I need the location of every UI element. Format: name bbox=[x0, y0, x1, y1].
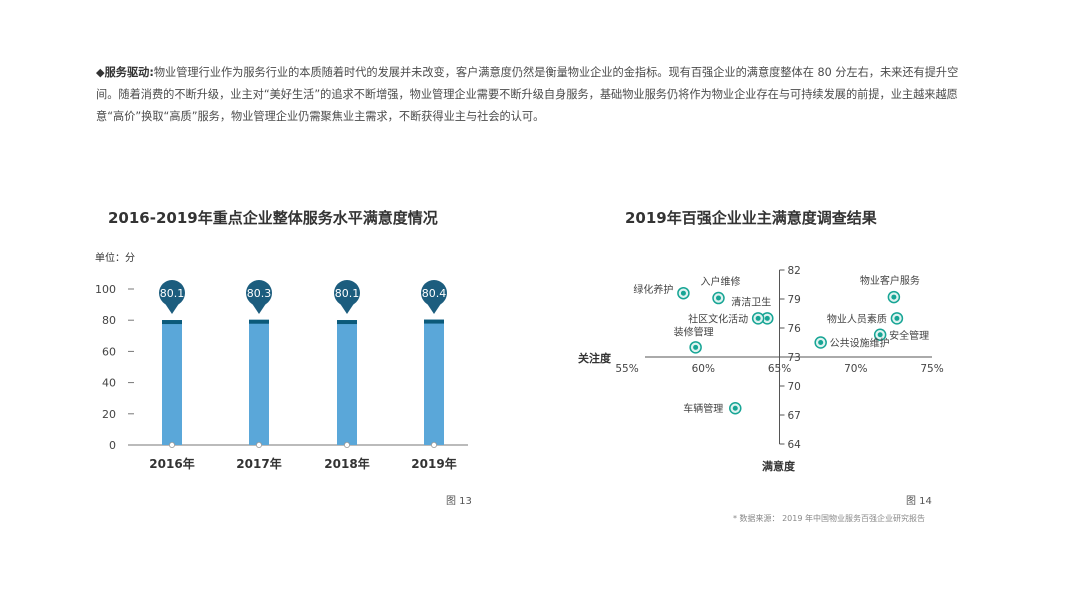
figure-14-caption: 图 14 bbox=[906, 496, 932, 507]
data-label: 80.4 bbox=[422, 287, 447, 300]
point-入户维修 bbox=[716, 295, 721, 301]
data-pin bbox=[334, 280, 360, 306]
y-tick-label: 60 bbox=[102, 345, 116, 358]
y-tick-label: 40 bbox=[102, 377, 116, 390]
point-label: 物业人员素质 bbox=[827, 312, 887, 325]
y-tick-label: 100 bbox=[95, 283, 116, 296]
bar-base-dot bbox=[255, 441, 262, 448]
bar-cap bbox=[337, 320, 357, 325]
point-label: 公共设施维护 bbox=[830, 337, 890, 350]
bar-base-dot bbox=[430, 441, 437, 448]
x-tick-label: 2016年 bbox=[149, 456, 194, 471]
bar-base-dot bbox=[168, 441, 175, 448]
y-unit-label: 单位：分 bbox=[95, 251, 135, 264]
data-label: 80.1 bbox=[335, 287, 360, 300]
x-tick-label: 2017年 bbox=[236, 456, 281, 471]
point-绿化养护 bbox=[680, 290, 686, 296]
point-label: 物业客户服务 bbox=[860, 274, 920, 287]
figure-13-caption: 图 13 bbox=[446, 496, 472, 507]
point-label: 装修管理 bbox=[674, 325, 714, 338]
y-axis-title: 满意度 bbox=[762, 459, 796, 473]
point-label: 社区文化活动 bbox=[688, 312, 748, 325]
point-label: 入户维修 bbox=[701, 275, 741, 288]
point-公共设施维护 bbox=[818, 340, 824, 345]
bar-2019年 bbox=[424, 319, 444, 445]
y-tick-label: 20 bbox=[102, 408, 116, 421]
data-label: 80.3 bbox=[247, 287, 272, 300]
x-tick-label: 60% bbox=[692, 363, 715, 375]
point-清洁卫生 bbox=[764, 315, 770, 321]
y-tick-label: 76 bbox=[788, 323, 802, 335]
paragraph-text: 物业管理行业作为服务行业的本质随着时代的发展并未改变，客户满意度仍然是衡量物业企… bbox=[96, 66, 959, 123]
point-装修管理 bbox=[693, 344, 699, 350]
y-tick-label: 73 bbox=[788, 352, 801, 364]
y-tick-label: 0 bbox=[109, 439, 116, 452]
scatter-chart-title: 2019年百强企业业主满意度调查结果 bbox=[625, 209, 877, 227]
data-pin bbox=[421, 280, 447, 306]
point-label: 安全管理 bbox=[889, 329, 929, 342]
x-tick-label: 2019年 bbox=[411, 456, 456, 471]
data-label: 80.1 bbox=[160, 287, 185, 300]
bar-chart-title: 2016-2019年重点企业整体服务水平满意度情况 bbox=[108, 209, 438, 227]
bar-2018年 bbox=[337, 320, 357, 445]
point-车辆管理 bbox=[732, 405, 738, 411]
bar-base-dot bbox=[343, 441, 350, 448]
data-pin bbox=[159, 280, 185, 306]
y-tick-label: 82 bbox=[788, 265, 801, 277]
point-label: 绿化养护 bbox=[633, 283, 673, 296]
x-axis-title: 关注度 bbox=[578, 351, 612, 365]
point-物业客户服务 bbox=[891, 294, 897, 300]
y-tick-label: 67 bbox=[788, 410, 801, 422]
data-pin bbox=[246, 280, 272, 306]
bar-cap bbox=[424, 319, 444, 324]
point-安全管理 bbox=[877, 332, 883, 338]
bar-cap bbox=[249, 319, 269, 324]
y-tick-label: 64 bbox=[788, 439, 802, 451]
bar-2017年 bbox=[249, 319, 269, 445]
y-tick-label: 79 bbox=[788, 294, 801, 306]
point-label: 车辆管理 bbox=[683, 402, 723, 415]
y-tick-label: 80 bbox=[102, 314, 116, 327]
paragraph-lead: ◆服务驱动: bbox=[96, 66, 154, 79]
bar-2016年 bbox=[162, 320, 182, 445]
intro-paragraph: ◆服务驱动:物业管理行业作为服务行业的本质随着时代的发展并未改变，客户满意度仍然… bbox=[96, 62, 976, 128]
x-tick-label: 2018年 bbox=[324, 456, 369, 471]
data-source-note: * 数据来源： 2019 年中国物业服务百强企业研究报告 bbox=[733, 514, 925, 523]
x-tick-label: 70% bbox=[844, 363, 867, 375]
x-tick-label: 55% bbox=[615, 363, 638, 375]
point-社区文化活动 bbox=[755, 315, 761, 321]
x-tick-label: 65% bbox=[768, 363, 791, 375]
y-tick-label: 70 bbox=[788, 381, 801, 393]
point-label: 清洁卫生 bbox=[731, 295, 771, 308]
x-tick-label: 75% bbox=[920, 363, 943, 375]
point-物业人员素质 bbox=[894, 315, 900, 321]
bar-cap bbox=[162, 320, 182, 325]
